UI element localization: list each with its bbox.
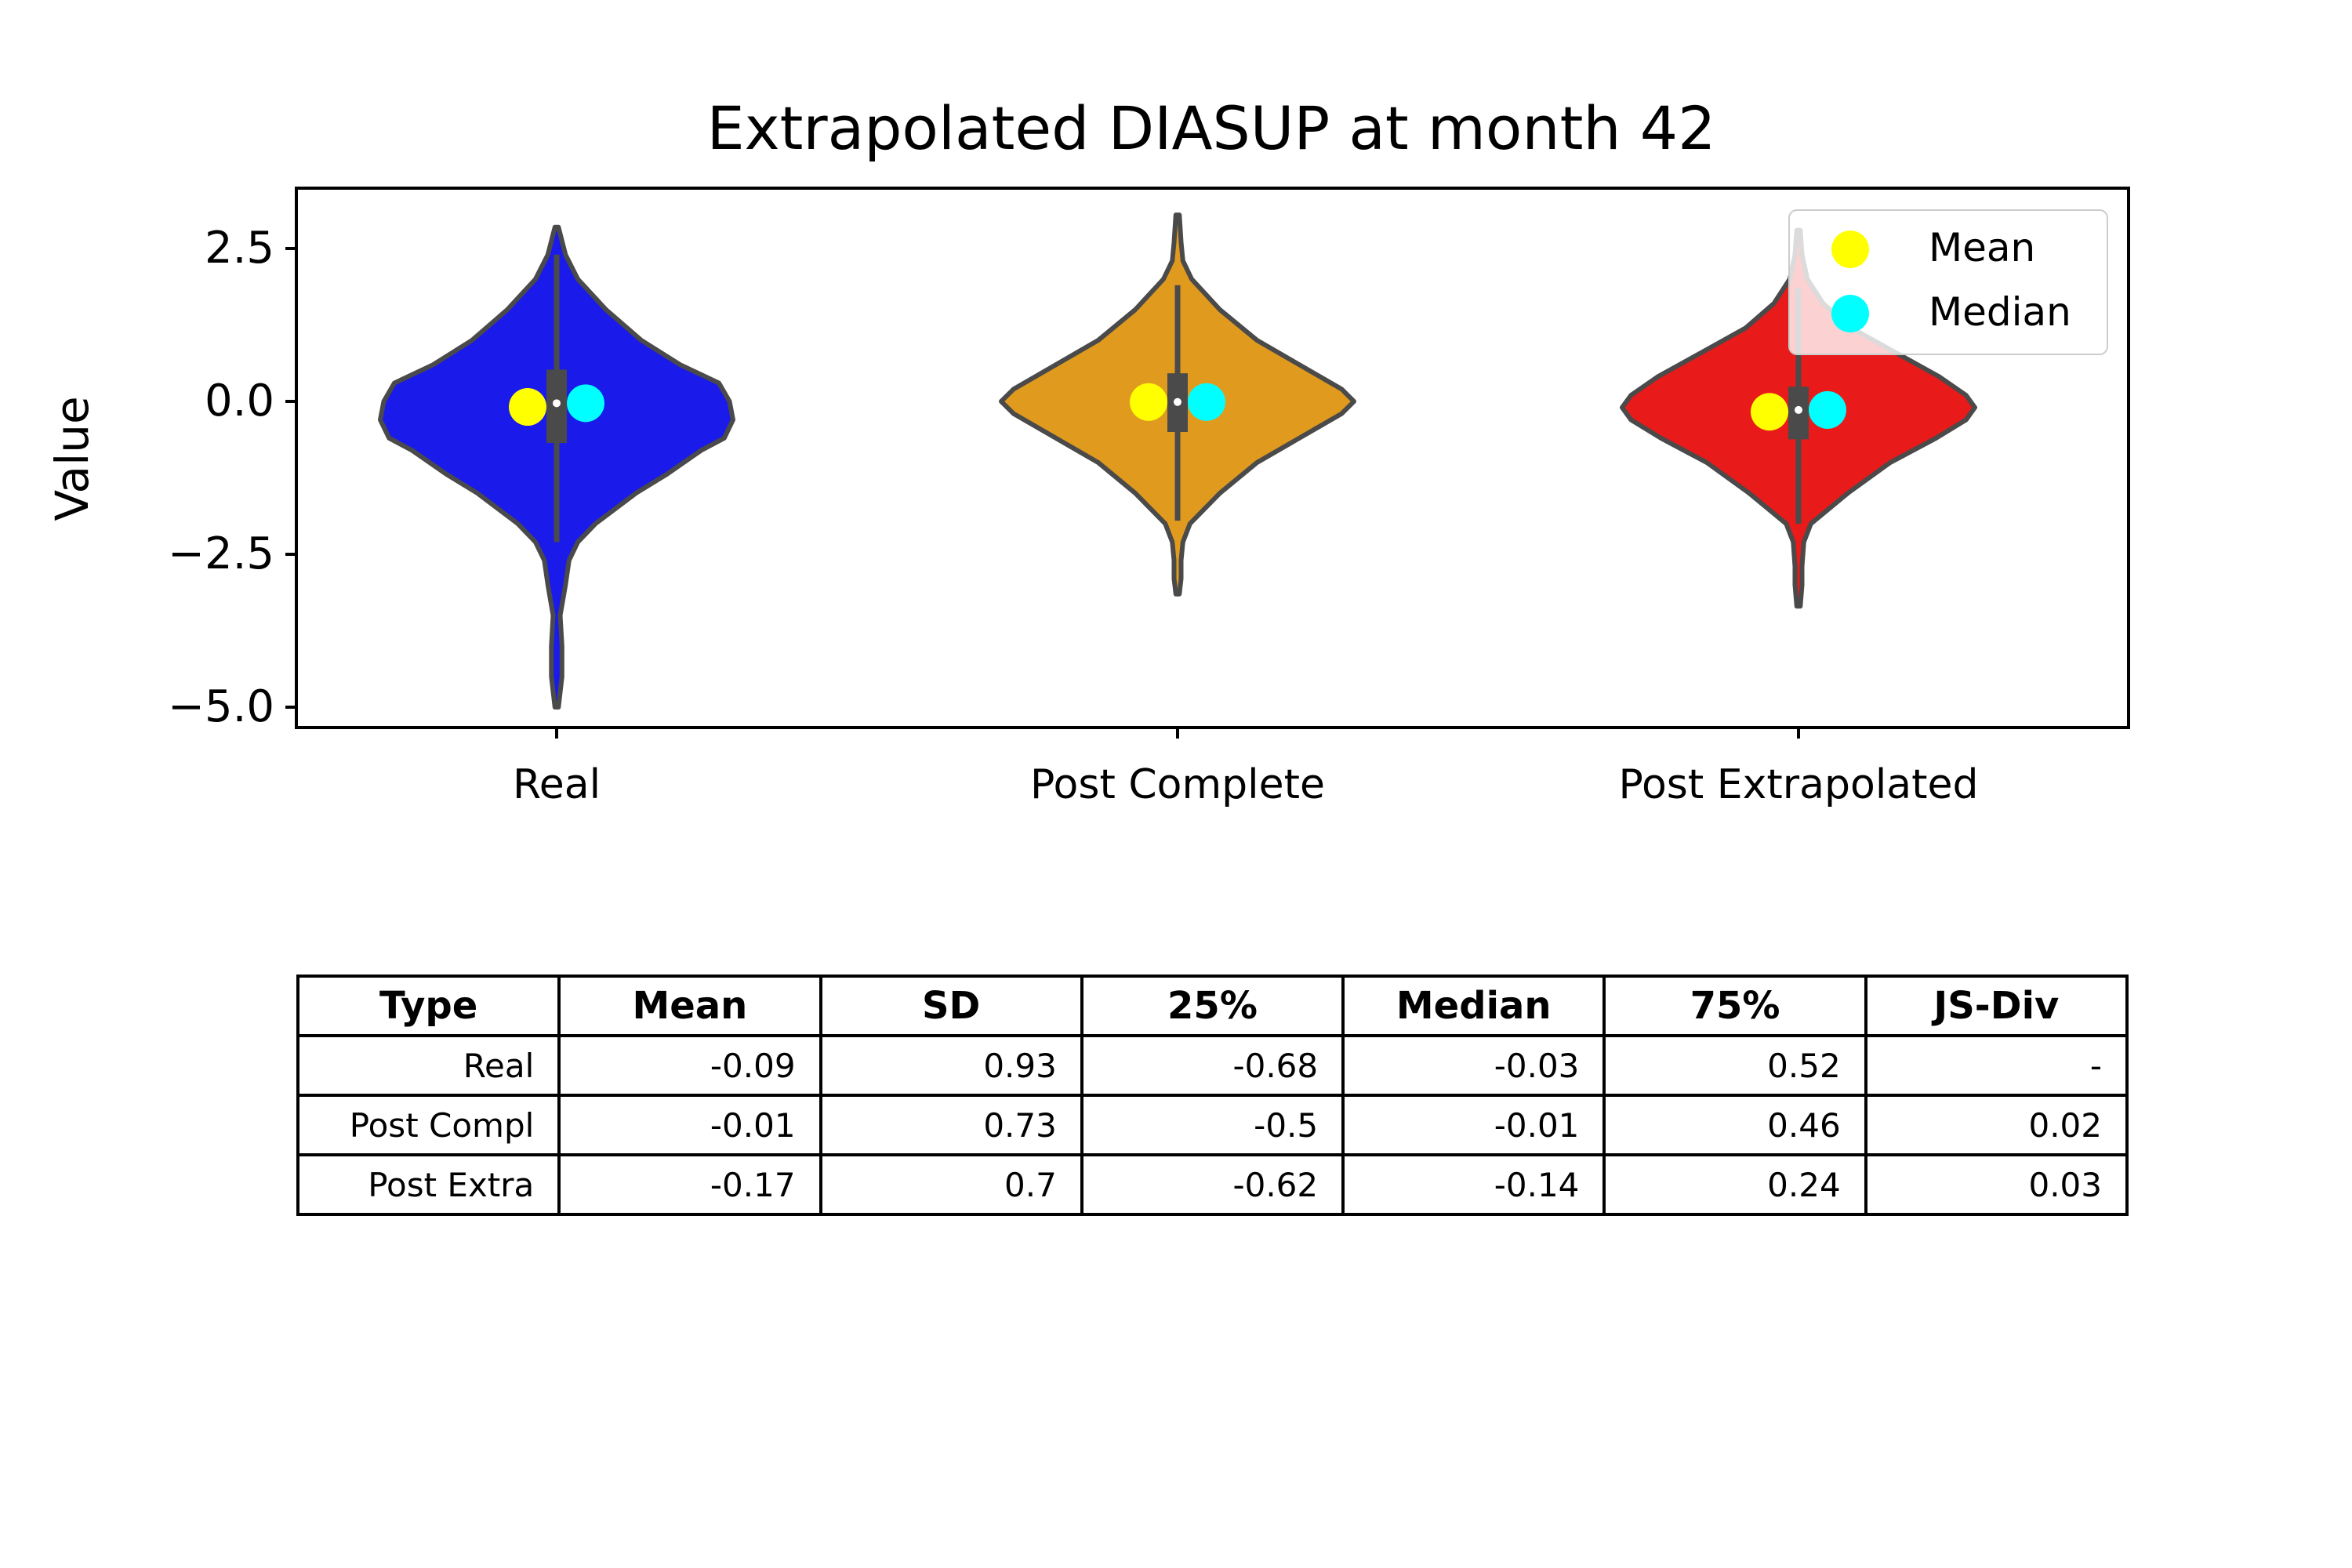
cell-mean: -0.01 [557,1094,822,1156]
cell-js-div: - [1864,1034,2129,1097]
violin-center-dot [553,399,561,408]
plot-area [378,212,1977,710]
y-tick-label: −5.0 [168,681,274,732]
cell-q3: 0.52 [1602,1034,1867,1097]
violin-center-dot [1174,397,1181,406]
x-tick-label: Post Extrapolated [1618,761,1978,808]
cell-js-div: 0.03 [1864,1153,2129,1216]
mean-marker [1751,393,1788,431]
table-row: Post Compl -0.01 0.73 -0.5 -0.01 0.46 0.… [296,1094,2129,1156]
cell-type: Post Compl [296,1094,561,1156]
axes-frame [295,187,2130,729]
cell-q3: 0.24 [1602,1153,1867,1216]
median-marker [1188,383,1225,421]
legend-median-marker [1831,295,1869,332]
cell-sd: 0.93 [818,1034,1083,1097]
header-q3: 75% [1602,975,1867,1037]
legend-mean-marker [1831,230,1869,268]
header-sd: SD [818,975,1083,1037]
stats-table: Type Mean SD 25% Median 75% JS-Div Real … [296,975,2129,1216]
cell-median: -0.01 [1341,1094,1606,1156]
cell-q1: -0.62 [1080,1153,1345,1216]
median-marker [1809,390,1846,429]
violin-group [378,224,735,710]
cell-mean: -0.09 [557,1034,822,1097]
header-median: Median [1341,975,1606,1037]
y-axis-label: Value [45,396,99,521]
x-tick-label: Post Complete [1030,761,1325,808]
cell-median: -0.03 [1341,1034,1606,1097]
violin-center-dot [1795,405,1802,414]
header-mean: Mean [557,975,822,1037]
mean-marker [1130,383,1167,421]
stats-table-container: Type Mean SD 25% Median 75% JS-Div Real … [296,975,2129,1216]
chart-title: Extrapolated DIASUP at month 42 [707,93,1716,163]
mean-marker [509,388,546,426]
table-header-row: Type Mean SD 25% Median 75% JS-Div [296,975,2129,1037]
cell-type: Post Extra [296,1153,561,1216]
y-tick-label: 0.0 [205,376,274,426]
cell-js-div: 0.02 [1864,1094,2129,1156]
x-tick-label: Real [513,761,601,808]
cell-q1: -0.5 [1080,1094,1345,1156]
header-q1: 25% [1080,975,1345,1037]
table-row: Real -0.09 0.93 -0.68 -0.03 0.52 - [296,1034,2129,1097]
legend-median-label: Median [1929,289,2071,335]
header-js-div: JS-Div [1864,975,2129,1037]
y-tick-label: 2.5 [205,223,274,274]
violin-group [999,212,1356,597]
table-row: Post Extra -0.17 0.7 -0.62 -0.14 0.24 0.… [296,1153,2129,1216]
header-type: Type [296,975,561,1037]
cell-q1: -0.68 [1080,1034,1345,1097]
median-marker [567,384,604,423]
legend: Mean Median [1788,209,2108,355]
cell-q3: 0.46 [1602,1094,1867,1156]
cell-median: -0.14 [1341,1153,1606,1216]
legend-mean-label: Mean [1929,225,2035,270]
cell-mean: -0.17 [557,1153,822,1216]
cell-sd: 0.7 [818,1153,1083,1216]
cell-sd: 0.73 [818,1094,1083,1156]
y-tick-label: −2.5 [168,528,274,579]
cell-type: Real [296,1034,561,1097]
